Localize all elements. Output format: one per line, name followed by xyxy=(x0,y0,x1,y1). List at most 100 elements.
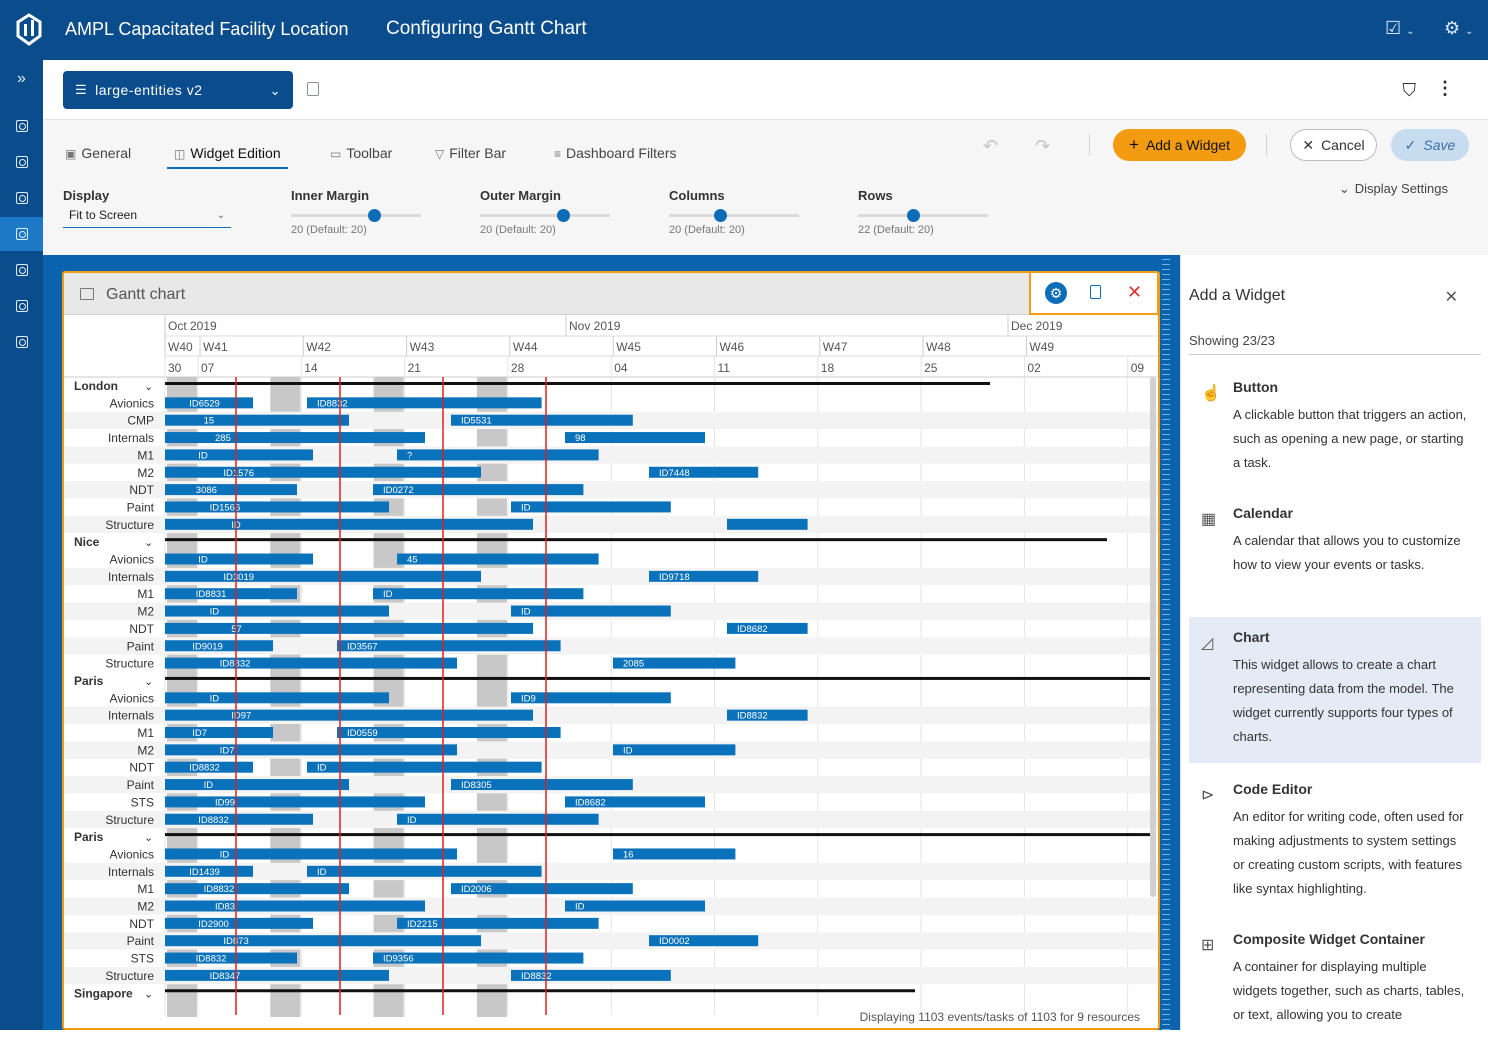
widget-item-calendar[interactable]: ▦ Calendar A calendar that allows you to… xyxy=(1189,493,1481,587)
day-label: 18 xyxy=(821,361,835,375)
task-label: ID2006 xyxy=(461,884,492,895)
columns-slider[interactable] xyxy=(669,209,799,222)
slider-knob[interactable] xyxy=(368,209,381,222)
task-bar xyxy=(727,518,808,530)
sidebar-page-icon-active[interactable] xyxy=(0,217,43,251)
tab-label: Filter Bar xyxy=(449,145,507,161)
add-widget-button[interactable]: + Add a Widget xyxy=(1113,129,1246,161)
tab-dashboard-filters[interactable]: ≡ Dashboard Filters xyxy=(554,145,677,167)
inner-margin-label: Inner Margin xyxy=(291,188,370,203)
sidebar-page-icon[interactable] xyxy=(0,109,43,143)
task-label: ID99 xyxy=(215,797,235,808)
tab-label: General xyxy=(81,145,132,161)
duplicate-icon[interactable] xyxy=(1090,285,1101,299)
task-bar xyxy=(337,727,561,738)
task-label: ID8832 xyxy=(521,971,552,982)
redo-icon[interactable]: ↷ xyxy=(1035,136,1051,156)
task-label: ID xyxy=(210,693,220,704)
day-label: 02 xyxy=(1027,361,1041,375)
divider xyxy=(1266,134,1267,156)
task-label: ID xyxy=(220,849,230,860)
task-label: ID xyxy=(623,745,633,756)
outer-margin-slider[interactable] xyxy=(480,209,610,222)
widget-item-button[interactable]: ☝ Button A clickable button that trigger… xyxy=(1189,367,1481,485)
task-label: ID9356 xyxy=(383,954,414,965)
task-bar xyxy=(165,865,253,877)
chevron-down-icon: ⌄ xyxy=(144,676,153,688)
task-bar xyxy=(565,900,705,912)
database-icon: ☰ xyxy=(75,82,88,97)
widget-name: Calendar xyxy=(1233,505,1293,521)
task-label: ID3567 xyxy=(347,641,378,652)
gear-icon[interactable]: ⚙ ⌄ xyxy=(1444,18,1474,38)
widget-name: Button xyxy=(1233,379,1279,395)
slider-knob[interactable] xyxy=(714,209,727,222)
gantt-timeline[interactable]: Oct 2019 Nov 2019 Dec 2019 W40 W41 W42 W43 W44 W… xyxy=(64,315,1158,1030)
resource-group-label: Singapore xyxy=(74,986,133,1000)
task-bar xyxy=(337,640,561,652)
undo-icon[interactable]: ↶ xyxy=(983,136,999,156)
widget-description: This widget allows to create a chart rep… xyxy=(1233,657,1454,744)
resource-row-label: Avionics xyxy=(110,396,154,410)
slider-knob[interactable] xyxy=(907,209,920,222)
task-label: ID1439 xyxy=(189,867,220,878)
tab-toolbar[interactable]: ▭ Toolbar xyxy=(330,145,392,167)
week-label: W48 xyxy=(926,340,951,354)
close-icon[interactable]: ✕ xyxy=(1444,289,1458,306)
resource-row-label: Internals xyxy=(108,709,154,723)
widget-item-composite-container[interactable]: ⊞ Composite Widget Container A container… xyxy=(1189,919,1481,1037)
save-button[interactable]: ✓ Save xyxy=(1391,129,1469,161)
task-label: 3086 xyxy=(196,485,217,496)
task-label: ID xyxy=(317,867,327,878)
filter-icon[interactable]: ⛉ xyxy=(1402,80,1417,100)
widget-settings-icon[interactable]: ⚙ xyxy=(1045,282,1067,304)
task-label: ID8682 xyxy=(575,797,606,808)
panel-title: Add a Widget xyxy=(1189,287,1286,304)
sidebar-page-icon[interactable] xyxy=(0,289,43,323)
inner-margin-slider[interactable] xyxy=(291,209,421,222)
cancel-button[interactable]: ✕ Cancel xyxy=(1290,129,1377,161)
resource-row-label: Paint xyxy=(127,500,155,514)
task-bar xyxy=(613,744,736,756)
task-label: ID7448 xyxy=(659,468,690,479)
tab-widget-edition[interactable]: ◫ Widget Edition xyxy=(167,145,288,169)
rows-hint: 22 (Default: 20) xyxy=(858,224,934,236)
display-settings-toggle[interactable]: ⌄ Display Settings xyxy=(1339,181,1448,197)
widget-item-chart[interactable]: ◿ Chart This widget allows to create a c… xyxy=(1189,617,1481,763)
sidebar-page-icon[interactable] xyxy=(0,253,43,287)
sidebar-page-icon[interactable] xyxy=(0,325,43,359)
task-bar xyxy=(613,848,736,860)
slider-knob[interactable] xyxy=(557,209,570,222)
funnel-icon: ▽ xyxy=(435,147,445,161)
sidebar-page-icon[interactable] xyxy=(0,181,43,215)
expand-sidebar-icon[interactable]: » xyxy=(17,70,26,87)
day-label: 21 xyxy=(408,361,422,375)
task-label: ID2215 xyxy=(407,919,438,930)
task-label: ID0002 xyxy=(659,936,690,947)
resource-row-label: M2 xyxy=(137,466,154,480)
pointer-hand-icon: ☝ xyxy=(1201,385,1221,402)
sidebar-page-icon[interactable] xyxy=(0,145,43,179)
app-logo-icon[interactable] xyxy=(12,12,46,48)
display-select[interactable]: Fit to Screen ⌄ xyxy=(63,208,231,228)
task-label: ID xyxy=(198,555,208,566)
tab-filter-bar[interactable]: ▽ Filter Bar xyxy=(435,145,506,167)
cancel-label: Cancel xyxy=(1321,137,1365,153)
resource-row-label: Avionics xyxy=(110,553,154,567)
tab-general[interactable]: ▣ General xyxy=(65,145,131,167)
resource-row-label: STS xyxy=(131,795,154,809)
week-label: W49 xyxy=(1029,340,1054,354)
app-title: AMPL Capacitated Facility Location xyxy=(65,19,349,39)
remove-widget-icon[interactable]: ✕ xyxy=(1127,282,1143,302)
copy-icon[interactable] xyxy=(307,82,319,96)
gantt-widget[interactable]: Gantt chart ⚙ ✕ Oct 2019 Nov 2019 Dec 2019… xyxy=(62,271,1160,1030)
scenario-selector[interactable]: ☰ large-entities v2 ⌄ xyxy=(63,71,293,109)
rows-slider[interactable] xyxy=(858,209,988,222)
widget-item-code-editor[interactable]: ⊳ Code Editor An editor for writing code… xyxy=(1189,769,1481,911)
more-menu-icon[interactable]: ⋮ xyxy=(1436,78,1454,98)
task-bar xyxy=(565,432,705,444)
clipboard-check-icon[interactable]: ☑︎ ⌄ xyxy=(1385,18,1415,38)
week-label: W41 xyxy=(203,340,228,354)
task-bar xyxy=(165,900,425,912)
task-label: ID8832 xyxy=(204,884,235,895)
